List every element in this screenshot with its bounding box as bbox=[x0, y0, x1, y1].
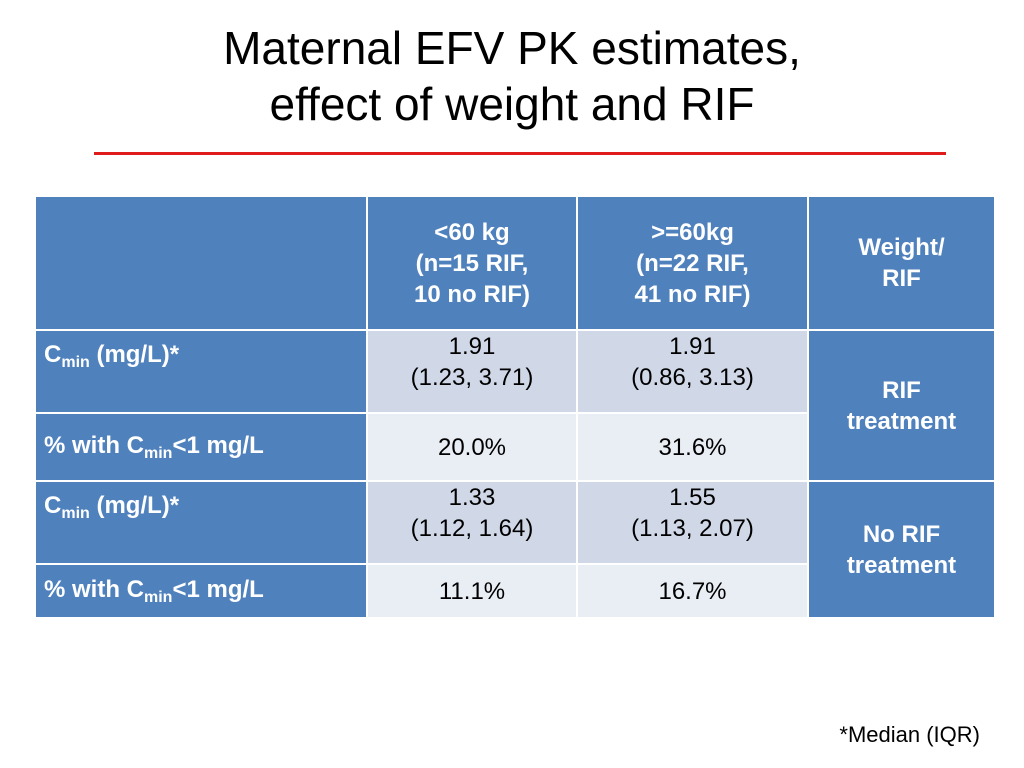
cmin-norif-under-60kg: 1.33 (1.12, 1.64) bbox=[366, 480, 578, 565]
pct-norif-60kg-plus: 16.7% bbox=[576, 563, 809, 619]
title-line-1: Maternal EFV PK estimates, bbox=[223, 22, 801, 74]
pct-rif-under-60kg: 20.0% bbox=[366, 412, 578, 482]
table-header-row: <60 kg (n=15 RIF, 10 no RIF) >=60kg (n=2… bbox=[34, 195, 996, 331]
header-under-60kg: <60 kg (n=15 RIF, 10 no RIF) bbox=[366, 195, 578, 331]
header-60kg-plus: >=60kg (n=22 RIF, 41 no RIF) bbox=[576, 195, 809, 331]
row-label-pct-below-1: % with Cmin<1 mg/L bbox=[34, 563, 368, 619]
row-label-cmin: Cmin (mg/L)* bbox=[34, 480, 368, 565]
table-row: % with Cmin<1 mg/L 11.1% 16.7% bbox=[34, 563, 995, 619]
group-label-no-rif-treatment: No RIF treatment bbox=[807, 480, 996, 619]
pct-rif-60kg-plus: 31.6% bbox=[576, 412, 809, 482]
row-label-pct-below-1: % with Cmin<1 mg/L bbox=[34, 412, 368, 482]
table-row: Cmin (mg/L)* 1.91 (1.23, 3.71) 1.91 (0.8… bbox=[34, 329, 996, 482]
header-weight-rif: Weight/ RIF bbox=[807, 195, 996, 331]
slide-title: Maternal EFV PK estimates, effect of wei… bbox=[0, 20, 1024, 132]
cmin-rif-60kg-plus: 1.91 (0.86, 3.13) bbox=[576, 329, 809, 414]
row-label-cmin: Cmin (mg/L)* bbox=[34, 329, 368, 414]
header-blank-cell bbox=[34, 195, 368, 331]
table-row: Cmin (mg/L)* 1.33 (1.12, 1.64) 1.55 (1.1… bbox=[34, 480, 996, 619]
pk-estimates-table: <60 kg (n=15 RIF, 10 no RIF) >=60kg (n=2… bbox=[34, 195, 996, 619]
title-line-2: effect of weight and RIF bbox=[269, 78, 755, 130]
pct-norif-under-60kg: 11.1% bbox=[366, 563, 578, 619]
group-label-rif-treatment: RIF treatment bbox=[807, 329, 996, 482]
cmin-norif-60kg-plus: 1.55 (1.13, 2.07) bbox=[576, 480, 809, 565]
cmin-rif-under-60kg: 1.91 (1.23, 3.71) bbox=[366, 329, 578, 414]
table-row: % with Cmin<1 mg/L 20.0% 31.6% bbox=[34, 412, 995, 482]
footnote-median-iqr: *Median (IQR) bbox=[839, 722, 980, 747]
title-underline bbox=[94, 152, 946, 155]
